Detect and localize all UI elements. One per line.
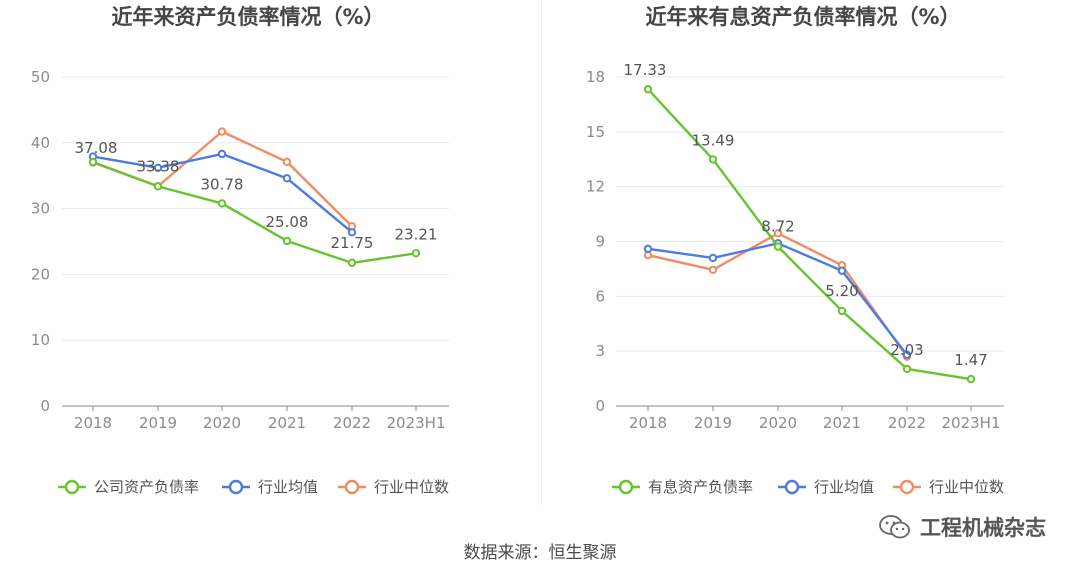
data-point bbox=[347, 258, 357, 268]
data-point bbox=[773, 242, 783, 251]
x-tick-label: 2020 bbox=[203, 414, 241, 432]
data-point bbox=[153, 163, 163, 173]
x-tick-label: 2023H1 bbox=[387, 414, 446, 432]
y-tick-label: 9 bbox=[595, 233, 605, 251]
data-point bbox=[88, 157, 98, 167]
x-tick-label: 2018 bbox=[629, 414, 667, 432]
data-point bbox=[217, 199, 227, 208]
chart-debt-ratio: 近年来资产负债率情况（%） 0 10 20 30 40 50 2018 2019 2020 2021… bbox=[31, 5, 449, 496]
legend-label: 行业均值 bbox=[258, 478, 318, 496]
x-tick-label: 2021 bbox=[268, 414, 306, 432]
data-point bbox=[708, 253, 718, 263]
legend-label: 行业中位数 bbox=[374, 478, 449, 496]
data-point bbox=[773, 229, 783, 238]
x-tick-label: 2019 bbox=[139, 414, 177, 432]
data-point bbox=[902, 350, 912, 360]
y-tick-label: 50 bbox=[31, 68, 50, 86]
wechat-icon bbox=[879, 515, 910, 539]
data-point bbox=[708, 265, 718, 275]
data-point bbox=[282, 174, 292, 183]
x-tick-label: 2022 bbox=[333, 414, 371, 432]
y-tick-label: 20 bbox=[31, 265, 50, 283]
y-tick-label: 12 bbox=[586, 178, 605, 196]
data-label: 17.33 bbox=[624, 61, 667, 79]
y-tick-label: 18 bbox=[586, 68, 605, 86]
data-point bbox=[217, 127, 227, 136]
legend-marker bbox=[228, 479, 244, 495]
data-point bbox=[643, 85, 653, 94]
data-source-note: 数据来源：恒生聚源 bbox=[463, 543, 617, 563]
data-label: 8.72 bbox=[761, 218, 794, 236]
data-label: 25.08 bbox=[266, 213, 309, 231]
legend-marker bbox=[784, 479, 800, 495]
data-label: 1.47 bbox=[954, 351, 987, 369]
data-label: 23.21 bbox=[395, 225, 438, 243]
y-tick-label: 0 bbox=[40, 397, 50, 415]
data-label: 30.78 bbox=[201, 175, 244, 193]
data-point bbox=[837, 266, 847, 275]
chart-interest-debt-ratio: 近年来有息资产负债率情况（%） 0 3 6 9 12 15 18 2018 2019 2020 202… bbox=[586, 5, 1004, 496]
x-tick-label: 2019 bbox=[694, 414, 732, 432]
series-line bbox=[647, 88, 972, 381]
y-tick-label: 40 bbox=[31, 134, 50, 152]
legend-label: 有息资产负债率 bbox=[648, 478, 753, 496]
legend-label: 公司资产负债率 bbox=[94, 478, 199, 496]
y-tick-label: 3 bbox=[595, 342, 605, 360]
data-point bbox=[902, 364, 912, 374]
x-tick-label: 2021 bbox=[823, 414, 861, 432]
legend-marker bbox=[618, 479, 634, 495]
series-line bbox=[647, 232, 908, 358]
legend-label: 行业中位数 bbox=[929, 478, 1004, 496]
data-point bbox=[153, 182, 163, 191]
data-point bbox=[347, 228, 357, 237]
y-tick-label: 15 bbox=[586, 123, 605, 141]
y-tick-label: 0 bbox=[595, 397, 605, 415]
y-tick-label: 10 bbox=[31, 331, 50, 349]
data-label: 37.08 bbox=[75, 139, 118, 157]
data-point bbox=[643, 244, 653, 254]
legend-marker bbox=[64, 479, 80, 495]
data-point bbox=[966, 374, 976, 384]
data-label: 33.38 bbox=[137, 157, 180, 175]
watermark: 工程机械杂志 bbox=[878, 512, 1046, 542]
x-tick-label: 2020 bbox=[759, 414, 797, 432]
y-tick-label: 6 bbox=[595, 287, 605, 305]
chart-title: 近年来资产负债率情况（%） bbox=[111, 5, 384, 29]
series-line bbox=[647, 242, 908, 356]
data-point bbox=[411, 249, 421, 258]
legend-marker bbox=[344, 479, 360, 495]
data-point bbox=[282, 236, 292, 246]
data-label: 21.75 bbox=[331, 234, 374, 252]
x-tick-label: 2018 bbox=[74, 414, 112, 432]
chart-divider bbox=[541, 0, 542, 505]
y-tick-label: 30 bbox=[31, 200, 50, 218]
data-label: 2.03 bbox=[890, 341, 923, 359]
legend-marker bbox=[899, 479, 915, 495]
series-line bbox=[92, 160, 417, 265]
chart-title: 近年来有息资产负债率情况（%） bbox=[645, 5, 960, 29]
watermark-text: 工程机械杂志 bbox=[920, 516, 1046, 540]
data-label: 13.49 bbox=[692, 131, 735, 149]
data-label: 5.20 bbox=[825, 282, 858, 300]
x-tick-label: 2023H1 bbox=[942, 414, 1001, 432]
data-point bbox=[837, 306, 847, 316]
data-point bbox=[282, 157, 292, 167]
x-tick-label: 2022 bbox=[888, 414, 926, 432]
data-point bbox=[217, 149, 227, 159]
legend-label: 行业均值 bbox=[814, 478, 874, 496]
data-point bbox=[708, 155, 718, 164]
